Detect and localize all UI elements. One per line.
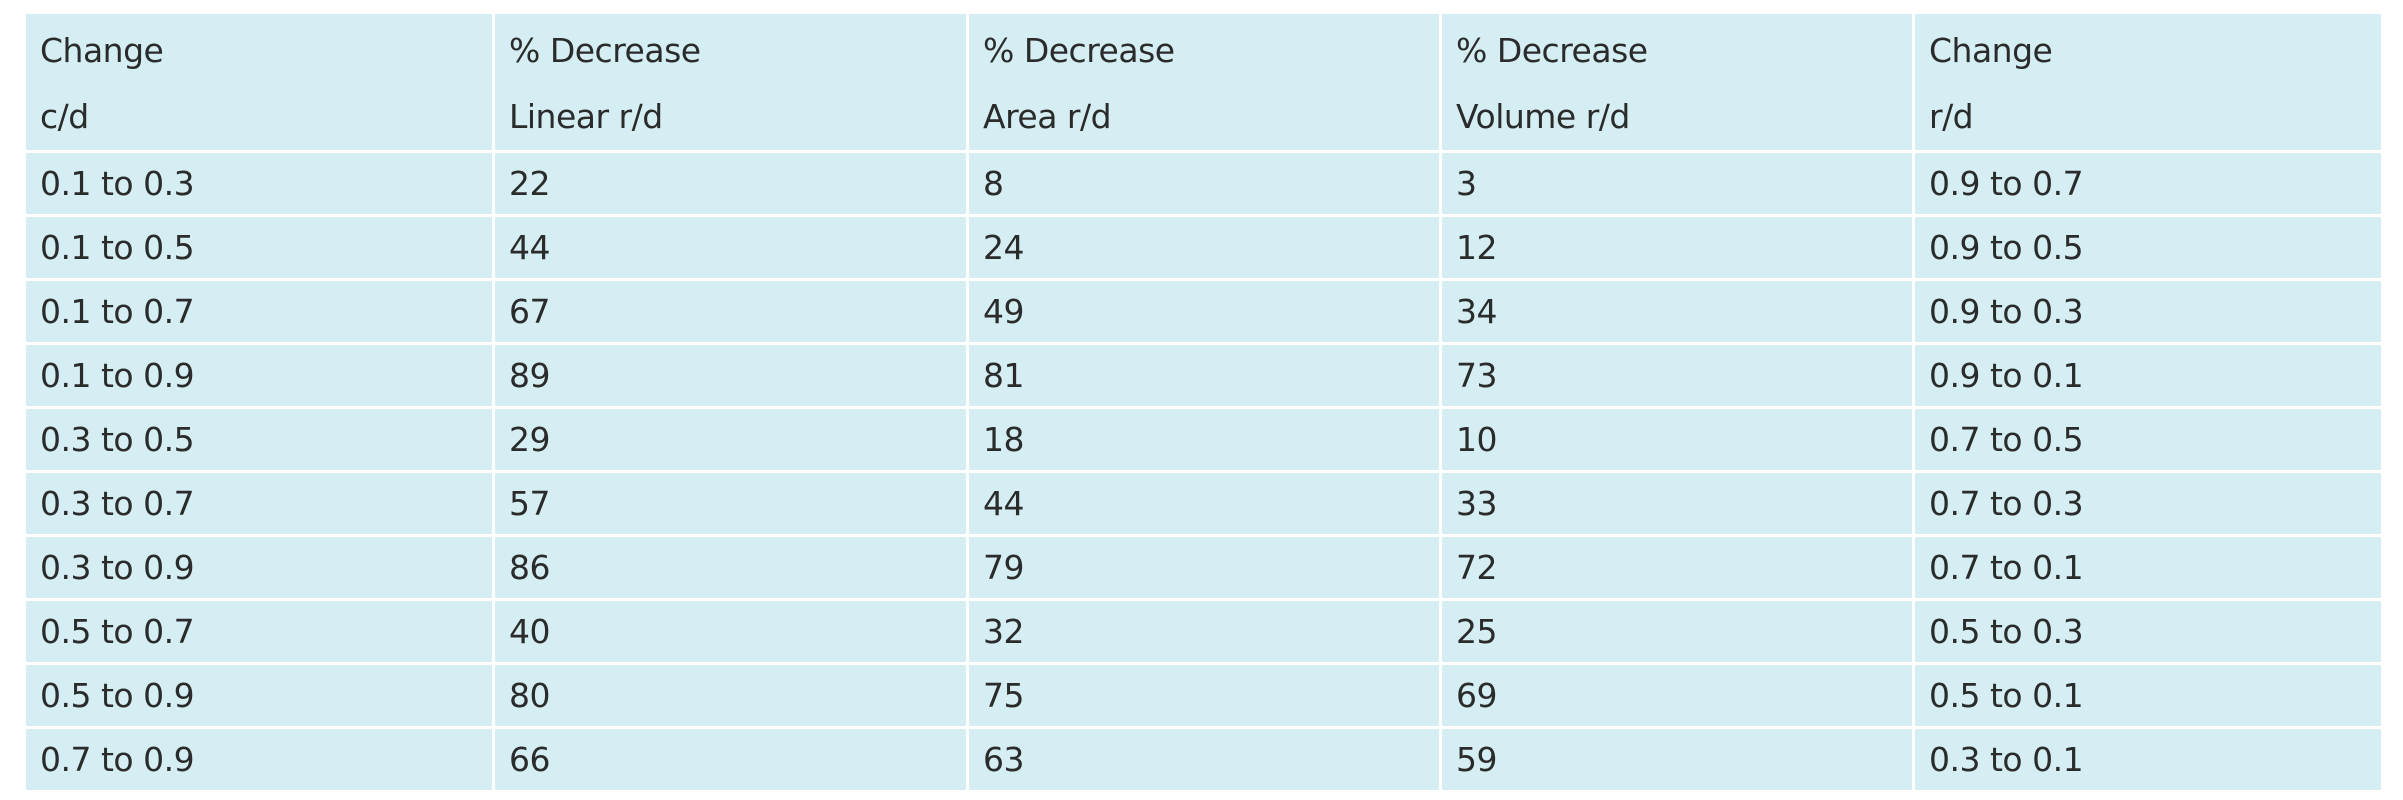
cell-linear: 86 [495,537,966,598]
cell-change-rd: 0.7 to 0.5 [1915,409,2381,470]
cell-area: 63 [969,729,1439,790]
cell-change-cd: 0.1 to 0.9 [26,345,492,406]
header-line1: Change [40,31,164,70]
cell-linear: 29 [495,409,966,470]
header-change-rd: Change r/d [1915,14,2381,150]
header-line2: c/d [40,97,89,136]
header-decrease-linear: % Decrease Linear r/d [495,14,966,150]
header-line2: r/d [1929,97,1974,136]
cell-change-rd: 0.5 to 0.3 [1915,601,2381,662]
data-table-container: Change c/d % Decrease Linear r/d % Decre… [23,11,2381,790]
cell-volume: 10 [1442,409,1912,470]
cell-area: 32 [969,601,1439,662]
cell-linear: 40 [495,601,966,662]
cell-volume: 33 [1442,473,1912,534]
cell-change-rd: 0.9 to 0.7 [1915,153,2381,214]
cell-change-cd: 0.5 to 0.9 [26,665,492,726]
cell-change-rd: 0.3 to 0.1 [1915,729,2381,790]
cell-area: 81 [969,345,1439,406]
decrease-table: Change c/d % Decrease Linear r/d % Decre… [23,11,2384,793]
cell-linear: 89 [495,345,966,406]
header-line1: % Decrease [1456,31,1648,70]
cell-volume: 59 [1442,729,1912,790]
cell-area: 75 [969,665,1439,726]
cell-change-rd: 0.9 to 0.5 [1915,217,2381,278]
cell-area: 44 [969,473,1439,534]
cell-volume: 73 [1442,345,1912,406]
header-line1: Change [1929,31,2053,70]
cell-volume: 3 [1442,153,1912,214]
cell-change-cd: 0.3 to 0.9 [26,537,492,598]
header-line2: Volume r/d [1456,97,1630,136]
cell-area: 49 [969,281,1439,342]
cell-change-rd: 0.7 to 0.1 [1915,537,2381,598]
table-row: 0.1 to 0.7 67 49 34 0.9 to 0.3 [26,281,2381,342]
cell-linear: 80 [495,665,966,726]
table-row: 0.1 to 0.3 22 8 3 0.9 to 0.7 [26,153,2381,214]
cell-volume: 34 [1442,281,1912,342]
cell-linear: 44 [495,217,966,278]
cell-area: 79 [969,537,1439,598]
header-row: Change c/d % Decrease Linear r/d % Decre… [26,14,2381,150]
header-decrease-volume: % Decrease Volume r/d [1442,14,1912,150]
header-line2: Linear r/d [509,97,663,136]
cell-change-cd: 0.1 to 0.3 [26,153,492,214]
table-row: 0.3 to 0.7 57 44 33 0.7 to 0.3 [26,473,2381,534]
table-row: 0.1 to 0.9 89 81 73 0.9 to 0.1 [26,345,2381,406]
table-row: 0.3 to 0.9 86 79 72 0.7 to 0.1 [26,537,2381,598]
cell-change-cd: 0.3 to 0.7 [26,473,492,534]
cell-area: 18 [969,409,1439,470]
cell-linear: 67 [495,281,966,342]
table-row: 0.5 to 0.7 40 32 25 0.5 to 0.3 [26,601,2381,662]
cell-volume: 12 [1442,217,1912,278]
cell-change-cd: 0.1 to 0.7 [26,281,492,342]
cell-change-cd: 0.5 to 0.7 [26,601,492,662]
header-line1: % Decrease [983,31,1175,70]
header-line2: Area r/d [983,97,1112,136]
table-row: 0.3 to 0.5 29 18 10 0.7 to 0.5 [26,409,2381,470]
cell-volume: 72 [1442,537,1912,598]
cell-change-rd: 0.5 to 0.1 [1915,665,2381,726]
header-change-cd: Change c/d [26,14,492,150]
cell-volume: 25 [1442,601,1912,662]
header-line1: % Decrease [509,31,701,70]
cell-change-cd: 0.1 to 0.5 [26,217,492,278]
table-row: 0.7 to 0.9 66 63 59 0.3 to 0.1 [26,729,2381,790]
cell-volume: 69 [1442,665,1912,726]
header-decrease-area: % Decrease Area r/d [969,14,1439,150]
cell-change-rd: 0.9 to 0.1 [1915,345,2381,406]
cell-change-cd: 0.7 to 0.9 [26,729,492,790]
cell-change-cd: 0.3 to 0.5 [26,409,492,470]
cell-area: 8 [969,153,1439,214]
cell-change-rd: 0.7 to 0.3 [1915,473,2381,534]
table-row: 0.5 to 0.9 80 75 69 0.5 to 0.1 [26,665,2381,726]
table-row: 0.1 to 0.5 44 24 12 0.9 to 0.5 [26,217,2381,278]
cell-area: 24 [969,217,1439,278]
cell-linear: 66 [495,729,966,790]
cell-change-rd: 0.9 to 0.3 [1915,281,2381,342]
cell-linear: 22 [495,153,966,214]
cell-linear: 57 [495,473,966,534]
